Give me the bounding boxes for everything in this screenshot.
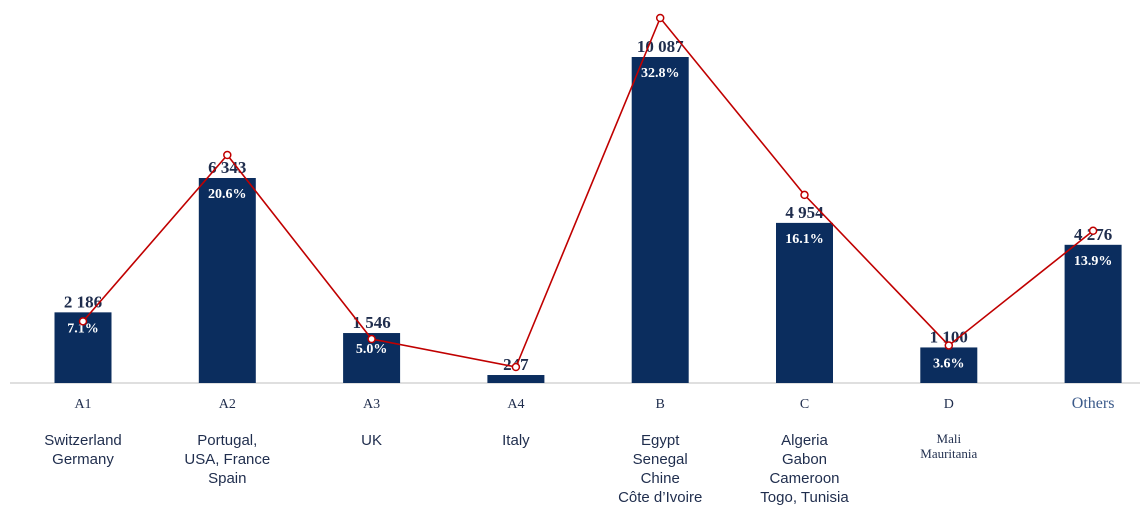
country-label: Spain	[208, 470, 246, 487]
percent-label-b: 32.8%	[641, 66, 680, 81]
country-labels-group: Switzerland Germany Portugal, USA, France Sp…	[44, 431, 977, 506]
category-label-c: C	[800, 397, 809, 412]
percent-label-c: 16.1%	[785, 232, 824, 247]
country-label: UK	[361, 432, 382, 449]
category-label-a4: A4	[507, 397, 524, 412]
bar-c	[776, 222, 833, 383]
category-label-a1: A1	[74, 397, 91, 412]
category-label-a2: A2	[219, 397, 236, 412]
percent-label-a1: 7.1%	[67, 321, 99, 336]
bar-b	[631, 57, 689, 383]
value-label-a1: 2 186	[64, 292, 102, 311]
value-label-c: 4 954	[785, 203, 824, 222]
trend-marker-c	[800, 190, 809, 200]
bar-d	[920, 347, 978, 383]
value-label-b: 10 087	[637, 37, 684, 56]
value-label-d: 1 100	[930, 327, 968, 346]
trend-marker-d	[944, 341, 954, 350]
bar-a2	[198, 178, 256, 383]
category-label-d: D	[944, 397, 954, 412]
trend-marker-a2	[223, 150, 232, 160]
country-label: Togo, Tunisia	[760, 489, 849, 506]
percent-label-d: 3.6%	[933, 356, 965, 371]
country-label: Senegal	[633, 451, 688, 468]
category-label-b: B	[656, 397, 665, 412]
country-label: USA, France	[184, 451, 270, 468]
trend-marker-a4	[511, 362, 521, 372]
bar-a4	[487, 375, 545, 383]
country-label: Cameroon	[769, 470, 839, 487]
country-label: Mauritania	[920, 446, 977, 461]
value-label-a2: 6 343	[208, 158, 246, 177]
country-label: Portugal,	[197, 432, 257, 449]
country-label: Italy	[502, 432, 530, 449]
country-label: Côte d’Ivoire	[618, 489, 702, 506]
country-label: Germany	[52, 451, 114, 468]
category-labels-group: A1 A2 A3 A4 B C D Others	[74, 395, 1114, 412]
trend-markers-group	[78, 13, 1098, 372]
trend-line	[82, 16, 1094, 368]
country-label: Chine	[641, 470, 680, 487]
bar-others	[1064, 244, 1122, 383]
country-label: Switzerland	[44, 432, 122, 449]
country-label: Gabon	[782, 451, 827, 468]
country-label: Egypt	[641, 432, 680, 449]
country-label: Algeria	[781, 432, 828, 449]
trend-marker-others	[1088, 226, 1098, 236]
trend-marker-b	[655, 13, 665, 23]
percent-label-a2: 20.6%	[208, 187, 247, 202]
trend-marker-a1	[78, 317, 88, 326]
trend-marker-a3	[367, 334, 376, 344]
percent-label-a3: 5.0%	[356, 342, 388, 357]
percent-labels-group: 7.1% 20.6% 5.0% 32.8% 16.1% 3.6% 13.9%	[67, 66, 1112, 371]
bars-group	[54, 57, 1122, 383]
category-label-others: Others	[1072, 395, 1115, 412]
category-label-a3: A3	[363, 397, 380, 412]
percent-label-others: 13.9%	[1074, 254, 1113, 269]
country-label: Mali	[937, 431, 962, 446]
